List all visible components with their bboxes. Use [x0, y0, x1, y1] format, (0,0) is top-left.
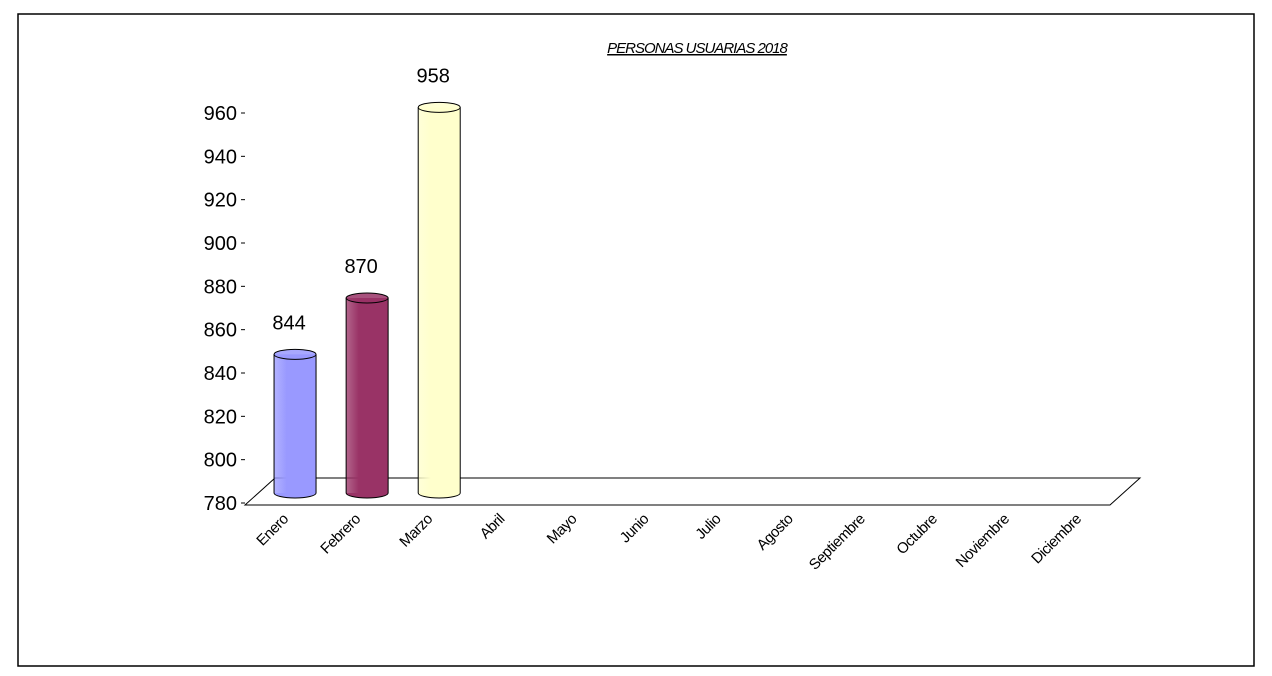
- y-tick-label: 800: [204, 450, 237, 472]
- bar-top: [273, 348, 317, 360]
- chart-title: PERSONAS USUARIAS 2018: [607, 40, 788, 57]
- value-label: 958: [417, 65, 450, 87]
- y-tick-label: 880: [204, 276, 237, 298]
- value-label: 870: [344, 256, 377, 278]
- y-tick-label: 920: [204, 190, 237, 212]
- y-tick-label: 860: [204, 320, 237, 342]
- bar: [346, 298, 389, 493]
- y-tick-label: 780: [204, 493, 237, 515]
- floor: [243, 477, 1142, 506]
- y-tick-label: 900: [204, 233, 237, 255]
- bar: [418, 107, 461, 493]
- bar-shadow: [345, 492, 389, 499]
- bar-shadow: [417, 492, 461, 499]
- y-tick-label: 840: [204, 363, 237, 385]
- chart-frame: [17, 13, 1255, 667]
- y-tick-label: 960: [204, 103, 237, 125]
- value-label: 844: [272, 312, 305, 334]
- bar-top: [345, 292, 389, 304]
- bar-top: [417, 101, 461, 113]
- y-tick-label: 820: [204, 406, 237, 428]
- y-tick-label: 940: [204, 146, 237, 168]
- bar-shadow: [273, 492, 317, 499]
- bar: [274, 354, 317, 493]
